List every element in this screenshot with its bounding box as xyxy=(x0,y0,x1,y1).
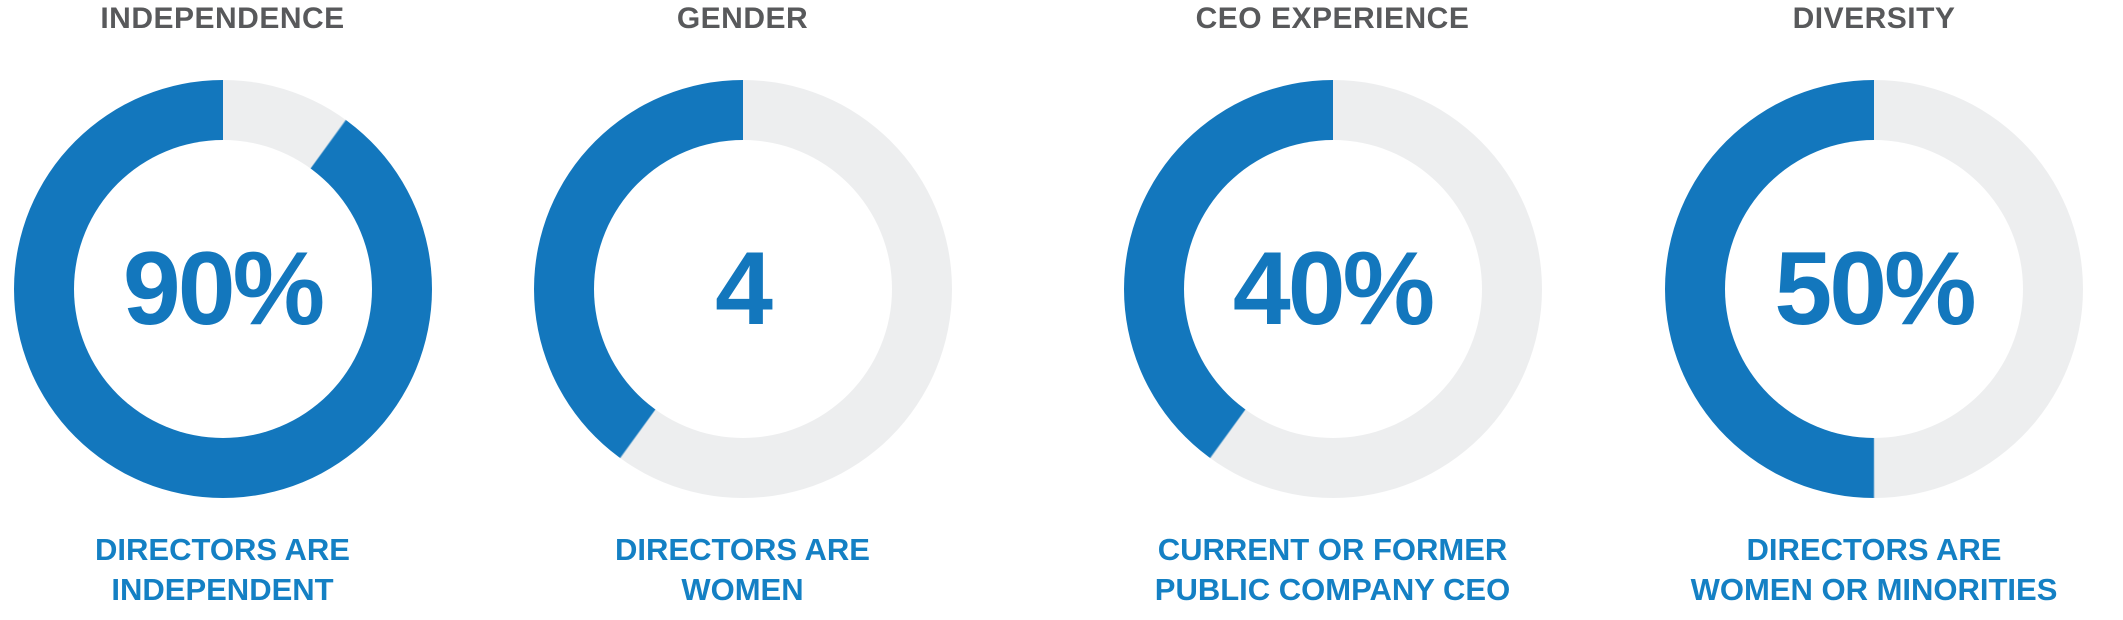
caption-line: DIRECTORS ARE xyxy=(615,532,870,567)
card-title-ceo-experience: CEO EXPERIENCE xyxy=(1195,2,1470,35)
card-title-diversity: DIVERSITY xyxy=(1792,2,1956,35)
caption-line: DIRECTORS ARE xyxy=(1746,532,2002,567)
donut-caption-independence: DIRECTORS ARE INDEPENDENT xyxy=(95,530,350,610)
caption-line: PUBLIC COMPANY CEO xyxy=(1154,572,1511,607)
caption-line: DIRECTORS ARE xyxy=(95,532,350,567)
card-title-gender: GENDER xyxy=(676,2,809,35)
donut-caption-diversity: DIRECTORS ARE WOMEN OR MINORITIES xyxy=(1691,530,2058,610)
donut-card-diversity: DIVERSITY 50% DIRECTORS ARE WOMEN OR MIN… xyxy=(1625,0,2123,610)
caption-line: WOMEN xyxy=(681,572,804,607)
card-title-independence: INDEPENDENCE xyxy=(100,2,345,35)
donut-value-independence: 90% xyxy=(122,230,325,347)
donut-value-gender: 4 xyxy=(715,230,773,347)
donut-value-ceo-experience: 40% xyxy=(1232,230,1435,347)
caption-line: CURRENT OR FORMER xyxy=(1157,532,1508,567)
donut-caption-ceo-experience: CURRENT OR FORMER PUBLIC COMPANY CEO xyxy=(1155,530,1510,610)
donut-chart-diversity: 50% xyxy=(1665,80,2083,498)
donut-caption-gender: DIRECTORS ARE WOMEN xyxy=(615,530,870,610)
donut-value-diversity: 50% xyxy=(1774,230,1976,347)
donut-chart-ceo-experience: 40% xyxy=(1123,80,1542,498)
donut-card-independence: INDEPENDENCE 90% DIRECTORS ARE INDEPENDE… xyxy=(0,0,445,610)
donut-chart-independence: 90% xyxy=(13,80,432,498)
caption-line: WOMEN OR MINORITIES xyxy=(1690,572,2058,607)
caption-line: INDEPENDENT xyxy=(111,572,334,607)
donut-card-ceo-experience: CEO EXPERIENCE 40% CURRENT OR FORMER PUB… xyxy=(1040,0,1625,610)
donut-chart-gender: 4 xyxy=(533,80,952,498)
donut-card-gender: GENDER 4 DIRECTORS ARE WOMEN xyxy=(445,0,1040,610)
